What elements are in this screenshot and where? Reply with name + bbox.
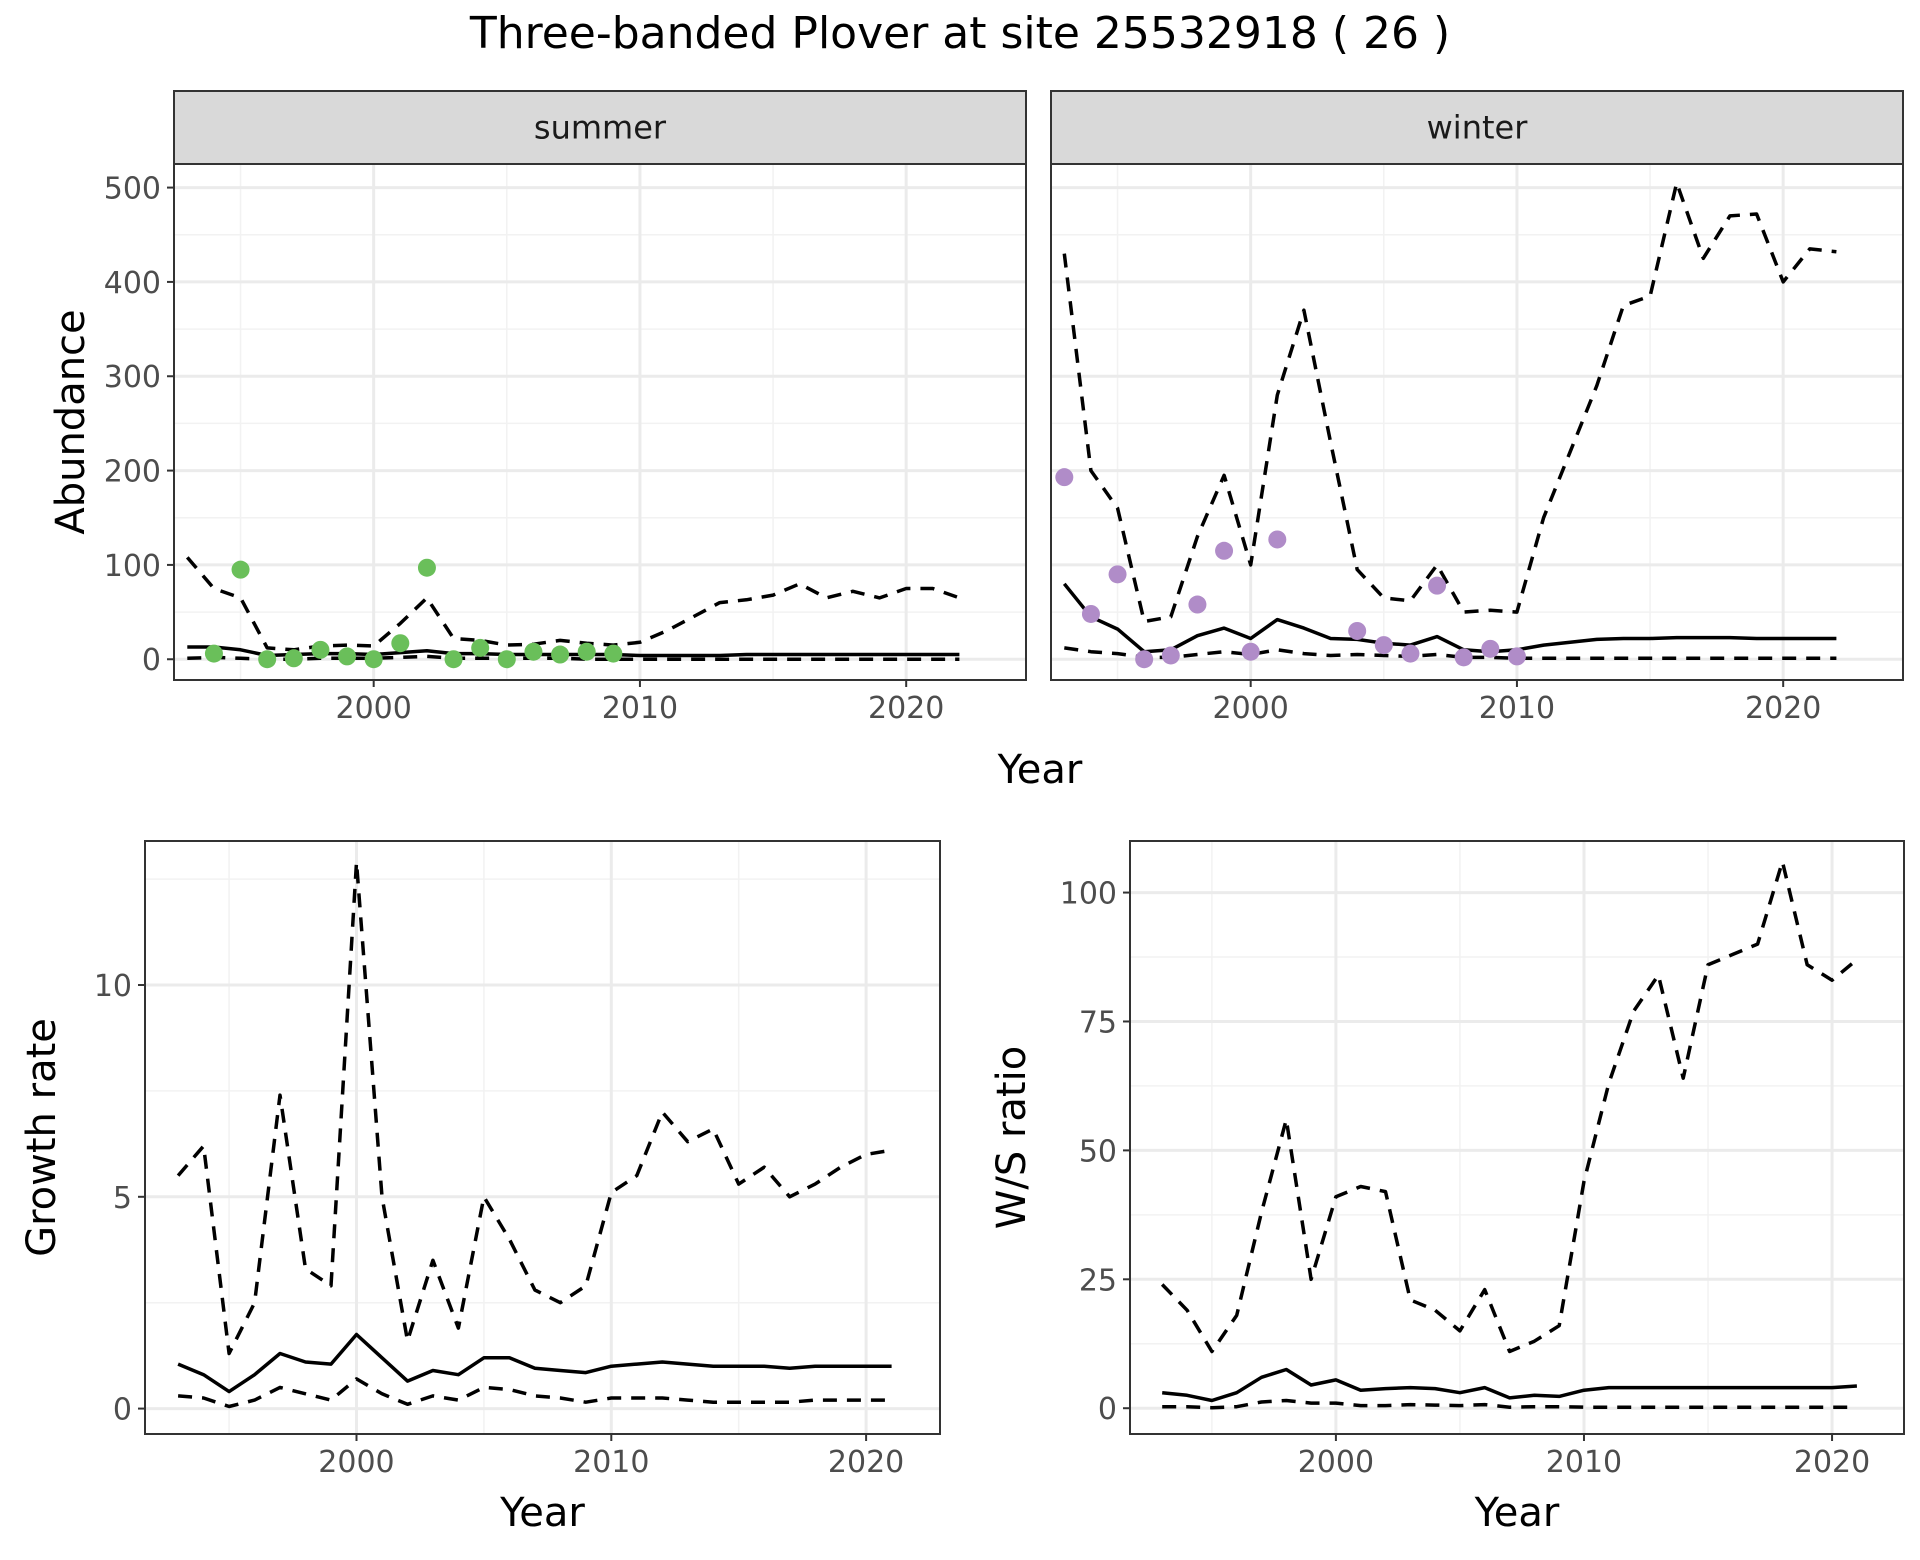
data-point [1215,541,1234,560]
x-tick-label: 2020 [828,1445,904,1480]
data-point [1428,576,1447,595]
x-tick-label: 2020 [1794,1445,1870,1480]
series-line-lower-bound [1064,646,1837,661]
series-line-lower-bound [1162,1398,1857,1410]
y-tick-label: 50 [1079,1134,1117,1169]
x-tick-label: 2020 [868,691,944,726]
data-point [1188,595,1207,614]
x-tick-label: 2000 [1213,691,1289,726]
y-tick-label: 100 [104,549,161,584]
y-axis-label: W/S ratio [989,1046,1035,1229]
x-axis-label: Year [499,1490,585,1536]
x-axis-label: Year [1474,1490,1560,1536]
data-point [1507,647,1526,666]
x-tick-label: 2020 [1745,691,1821,726]
data-point [577,642,596,661]
series-line-estimate [1062,582,1837,654]
series-line-upper-bound [1160,859,1859,1354]
panel-ws-ratio: 2000 2010 2020 0 25 50 75 100 W/S ratio Year [989,840,1905,1536]
data-point [1108,565,1127,584]
y-tick-label: 500 [104,172,161,207]
x-tick-label: 2010 [1546,1445,1622,1480]
data-point [204,644,223,663]
data-point [1454,648,1473,667]
y-tick-label: 10 [94,969,132,1004]
y-tick-label: 5 [113,1181,132,1216]
x-tick-label: 2010 [1479,691,1555,726]
data-point [311,640,330,659]
x-tick-label: 2010 [602,691,678,726]
data-point [1161,646,1180,665]
data-point [1268,530,1287,549]
data-point [284,649,303,668]
panel-summer-abundance: summer 2000 2010 2020 0 100 200 300 400 500 Abunda… [48,90,1027,726]
data-point [417,558,436,577]
y-tick-label: 100 [1060,877,1117,912]
series-line-lower-bound [187,654,960,661]
series-line-estimate [187,645,960,658]
data-point [1241,642,1260,661]
data-point [1055,468,1074,487]
data-point [1348,621,1367,640]
series-line-estimate [1162,1367,1858,1403]
panel-winter-abundance: winter 2000 2010 2020 [1050,90,1904,726]
facet-label: winter [1427,109,1529,147]
panel-border [173,163,1027,681]
y-axis-label: Growth rate [19,1018,65,1257]
data-point [471,638,490,657]
y-tick-label: 400 [104,266,161,301]
panel-border [1129,840,1905,1435]
y-axis-label: Abundance [48,309,94,534]
data-point [364,650,383,669]
y-tick-label: 300 [104,360,161,395]
chart-title: Three-banded Plover at site 25532918 ( 2… [469,8,1450,59]
data-point [1481,639,1500,658]
data-point [258,650,277,669]
data-point [444,650,463,669]
data-point [338,647,357,666]
facet-label: summer [534,109,667,147]
x-tick-label: 2000 [336,691,412,726]
y-tick-label: 25 [1079,1263,1117,1298]
series-line-lower-bound [177,1377,892,1409]
series-line-estimate [177,1332,892,1394]
series-line-upper-bound [176,860,892,1356]
y-tick-label: 0 [142,643,161,678]
data-point [1081,604,1100,623]
data-point [1135,650,1154,669]
y-tick-label: 0 [1098,1392,1117,1427]
data-point [604,644,623,663]
data-point [551,645,570,664]
facet-strip [173,90,1027,165]
data-point [231,560,250,579]
data-point [524,642,543,661]
data-point [1374,636,1393,655]
data-point [497,650,516,669]
panel-growth-rate: 2000 2010 2020 0 5 10 Growth rate Year [19,840,941,1536]
y-tick-label: 0 [113,1393,132,1428]
x-tick-label: 2010 [573,1445,649,1480]
panel-border [1050,163,1904,681]
y-tick-label: 75 [1079,1005,1117,1040]
top-row-x-axis-label: Year [997,747,1083,793]
series-line-upper-bound [185,556,960,652]
x-tick-label: 2000 [1298,1445,1374,1480]
data-point [1401,644,1420,663]
series-line-upper-bound [1062,181,1837,624]
y-tick-label: 200 [104,455,161,490]
x-tick-label: 2000 [318,1445,394,1480]
facet-strip [1050,90,1904,165]
data-point [391,634,410,653]
panel-border [144,840,941,1435]
